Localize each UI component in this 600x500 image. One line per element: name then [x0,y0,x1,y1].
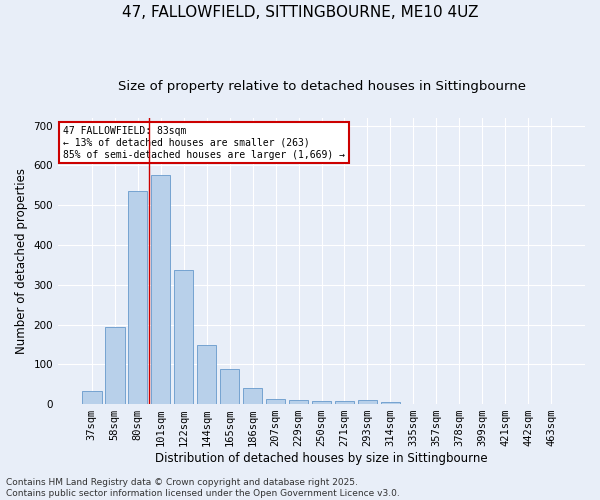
Bar [335,401,354,404]
Bar [105,328,125,404]
Bar [197,345,217,404]
Bar [380,402,400,404]
Bar [266,398,286,404]
X-axis label: Distribution of detached houses by size in Sittingbourne: Distribution of detached houses by size … [155,452,488,465]
Bar [243,388,262,404]
Bar [151,174,170,404]
Text: 47 FALLOWFIELD: 83sqm
← 13% of detached houses are smaller (263)
85% of semi-det: 47 FALLOWFIELD: 83sqm ← 13% of detached … [64,126,346,160]
Bar [128,192,148,404]
Bar [289,400,308,404]
Bar [82,392,101,404]
Bar [358,400,377,404]
Bar [312,401,331,404]
Bar [220,369,239,404]
Bar [174,270,193,404]
Text: Contains HM Land Registry data © Crown copyright and database right 2025.
Contai: Contains HM Land Registry data © Crown c… [6,478,400,498]
Text: 47, FALLOWFIELD, SITTINGBOURNE, ME10 4UZ: 47, FALLOWFIELD, SITTINGBOURNE, ME10 4UZ [122,5,478,20]
Title: Size of property relative to detached houses in Sittingbourne: Size of property relative to detached ho… [118,80,526,93]
Y-axis label: Number of detached properties: Number of detached properties [15,168,28,354]
